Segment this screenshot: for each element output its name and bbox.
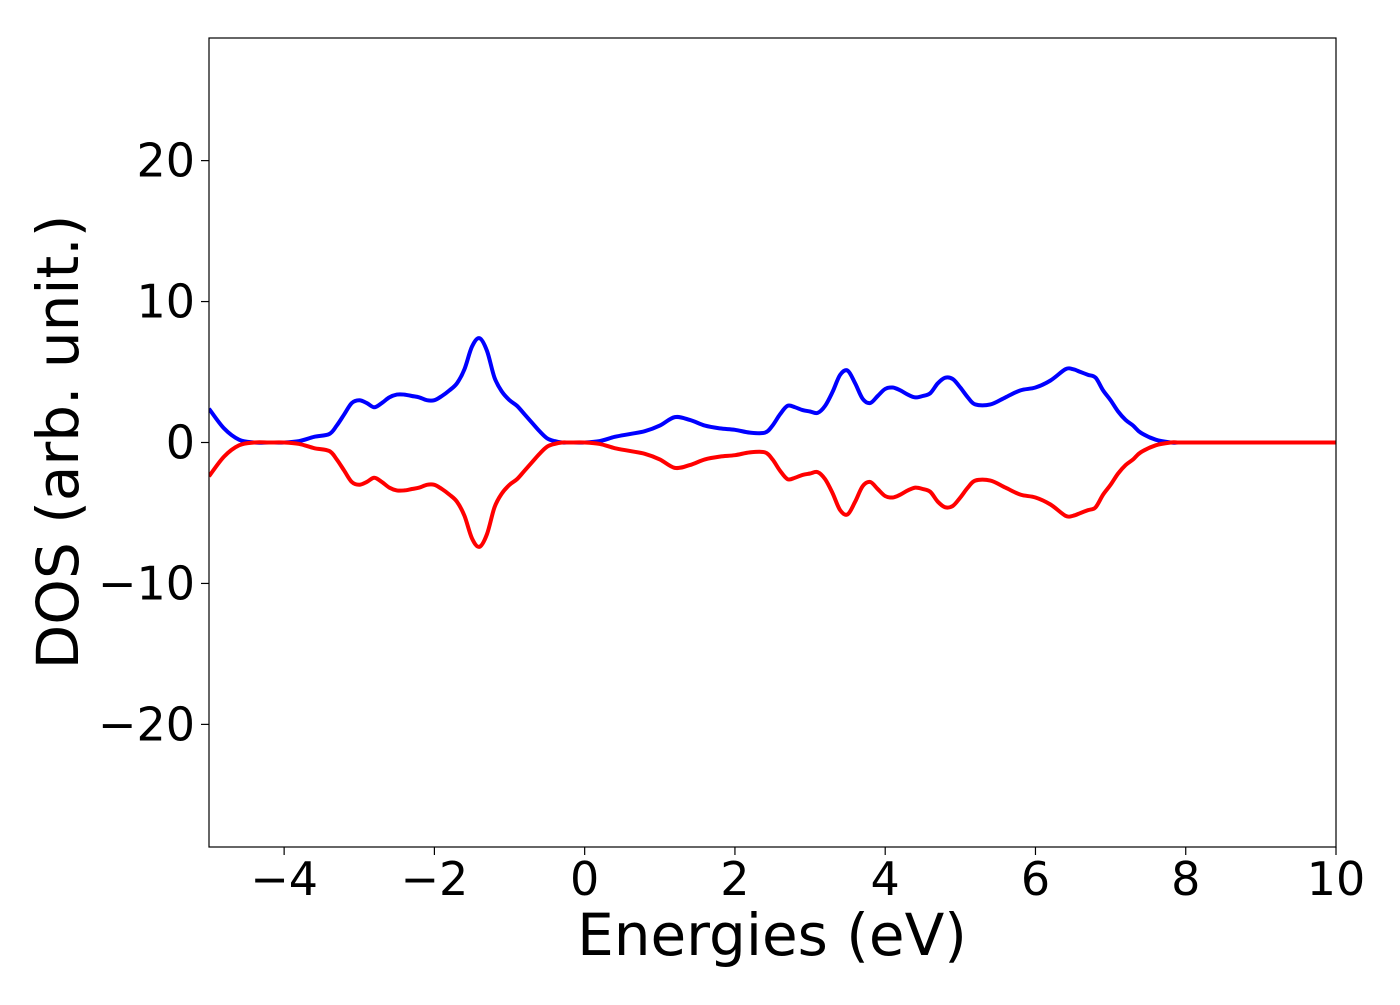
x-axis-title: Energies (eV) — [577, 901, 967, 969]
y-tick-label: 0 — [166, 416, 195, 470]
y-tick-label: −20 — [98, 697, 195, 751]
y-tick-label: 10 — [136, 275, 195, 329]
y-tick-label: −10 — [98, 556, 195, 610]
series-line-1 — [209, 336, 1336, 445]
y-axis-ticks: −20 −10 0 10 20 — [98, 134, 209, 751]
series-line-2 — [209, 440, 1336, 549]
x-tick-label: 8 — [1171, 852, 1200, 906]
x-axis-ticks: −4 −2 0 2 4 6 8 10 — [250, 847, 1365, 906]
x-tick-label: 10 — [1307, 852, 1366, 906]
y-tick-label: 20 — [136, 134, 195, 188]
y-axis-title: DOS (arb. unit.) — [24, 215, 92, 670]
x-tick-label: 6 — [1021, 852, 1050, 906]
x-tick-label: −2 — [400, 852, 468, 906]
series-layer — [209, 336, 1336, 549]
x-tick-label: 0 — [570, 852, 599, 906]
x-tick-label: −4 — [250, 852, 318, 906]
x-tick-label: 2 — [720, 852, 749, 906]
x-tick-label: 4 — [871, 852, 900, 906]
